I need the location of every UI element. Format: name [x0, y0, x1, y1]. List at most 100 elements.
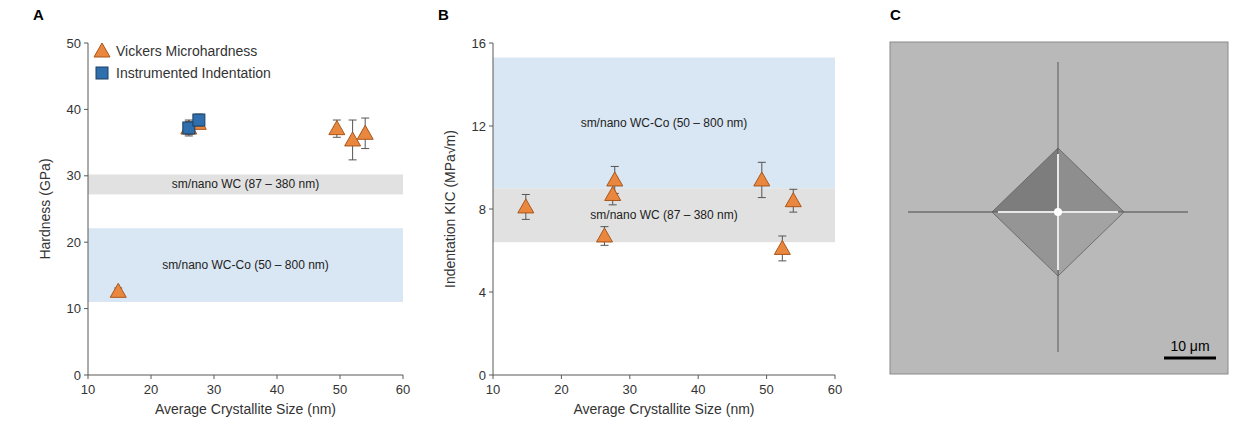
x-tick-label: 40	[691, 382, 705, 397]
x-tick	[88, 375, 89, 379]
indent-face	[992, 212, 1058, 276]
point	[774, 240, 790, 254]
x-tick-label: 20	[144, 382, 158, 397]
y-axis-title: Indentation KIC (MPa√m)	[442, 130, 458, 288]
point	[518, 199, 534, 213]
y-tick	[84, 175, 88, 176]
x-tick-label: 30	[623, 382, 637, 397]
y-tick-label: 50	[67, 36, 81, 51]
x-tick	[340, 375, 341, 379]
axes: 10203040506001020304050Average Crystalli…	[37, 36, 410, 418]
band-label: sm/nano WC-Co (50 – 800 nm)	[162, 258, 329, 272]
y-tick	[84, 242, 88, 243]
scale-bar	[1164, 357, 1216, 360]
x-tick-label: 60	[396, 382, 410, 397]
y-tick-label: 0	[74, 368, 81, 383]
x-tick	[561, 375, 562, 379]
x-tick	[277, 375, 278, 379]
legend-marker	[94, 43, 110, 57]
x-tick-label: 20	[554, 382, 568, 397]
x-tick	[698, 375, 699, 379]
point	[329, 121, 345, 135]
x-tick	[766, 375, 767, 379]
bands	[493, 58, 835, 243]
panel-1: sm/nano WC-Co (50 – 800 nm) sm/nano WC (8…	[438, 6, 842, 417]
y-tick	[489, 209, 493, 210]
x-tick-label: 60	[828, 382, 842, 397]
point	[785, 193, 801, 207]
scale-bar-label: 10 μm	[1170, 338, 1209, 354]
point	[605, 186, 621, 200]
indent-face	[1058, 148, 1124, 212]
panel-0: sm/nano WC (87 – 380 nm) sm/nano WC-Co (5…	[33, 6, 410, 417]
point	[754, 172, 770, 186]
x-tick-label: 50	[759, 382, 773, 397]
y-tick	[489, 375, 493, 376]
indent-face	[1058, 212, 1124, 276]
x-tick	[835, 375, 836, 379]
panel-letter: C	[890, 6, 901, 23]
y-tick-label: 16	[472, 36, 486, 51]
y-tick	[84, 308, 88, 309]
y-tick-label: 20	[67, 235, 81, 250]
legend: Vickers Microhardness Instrumented Indent…	[94, 43, 271, 81]
band	[88, 228, 403, 302]
y-tick-label: 10	[67, 301, 81, 316]
crack	[908, 62, 1188, 352]
y-tick-label: 8	[479, 202, 486, 217]
x-axis-title: Average Crystallite Size (nm)	[155, 401, 336, 417]
y-tick	[84, 43, 88, 44]
band-label: sm/nano WC (87 – 380 nm)	[590, 208, 737, 222]
legend-label: Instrumented Indentation	[116, 65, 271, 81]
y-axis-line	[88, 43, 89, 375]
indent-center	[1054, 208, 1062, 216]
bands	[88, 174, 403, 301]
indent-face	[992, 148, 1058, 212]
legend-marker	[96, 67, 108, 79]
micrograph-panel: C 10 μm	[890, 6, 1228, 374]
point	[596, 228, 612, 242]
band	[88, 174, 403, 194]
x-axis-line	[493, 375, 835, 376]
x-tick-label: 50	[333, 382, 347, 397]
band-label: sm/nano WC-Co (50 – 800 nm)	[581, 116, 748, 130]
band-label: sm/nano WC (87 – 380 nm)	[172, 177, 319, 191]
x-tick-label: 40	[270, 382, 284, 397]
marks	[518, 162, 801, 261]
y-tick	[84, 375, 88, 376]
y-tick	[84, 109, 88, 110]
point	[357, 125, 373, 139]
point	[110, 283, 126, 297]
indent-edge	[998, 154, 1118, 270]
panel-letter: A	[33, 6, 44, 23]
x-tick	[403, 375, 404, 379]
x-tick	[214, 375, 215, 379]
y-tick-label: 0	[479, 368, 486, 383]
y-tick	[489, 292, 493, 293]
x-axis-title: Average Crystallite Size (nm)	[573, 401, 754, 417]
x-tick-label: 30	[207, 382, 221, 397]
x-tick	[629, 375, 630, 379]
marks	[110, 114, 373, 297]
x-tick	[493, 375, 494, 379]
y-tick-label: 40	[67, 102, 81, 117]
y-tick-label: 30	[67, 168, 81, 183]
band	[493, 58, 835, 189]
axes: 10 20 30 40 50 60 0 4 8 12 16 Average Crystallite S…	[442, 36, 842, 418]
x-tick-label: 10	[486, 382, 500, 397]
y-tick-label: 12	[472, 119, 486, 134]
point	[193, 114, 205, 126]
x-tick	[151, 375, 152, 379]
x-axis-line	[88, 375, 403, 376]
y-tick	[489, 126, 493, 127]
panel-letter: B	[438, 6, 449, 23]
legend-label: Vickers Microhardness	[116, 43, 257, 59]
y-tick-label: 4	[479, 285, 486, 300]
y-axis-title: Hardness (GPa)	[37, 158, 53, 259]
figure: sm/nano WC (87 – 380 nm)sm/nano WC-Co (5…	[0, 0, 1236, 434]
x-tick-label: 10	[81, 382, 95, 397]
point	[607, 172, 623, 186]
micrograph-background	[890, 42, 1228, 374]
y-tick	[489, 43, 493, 44]
band	[493, 188, 835, 242]
